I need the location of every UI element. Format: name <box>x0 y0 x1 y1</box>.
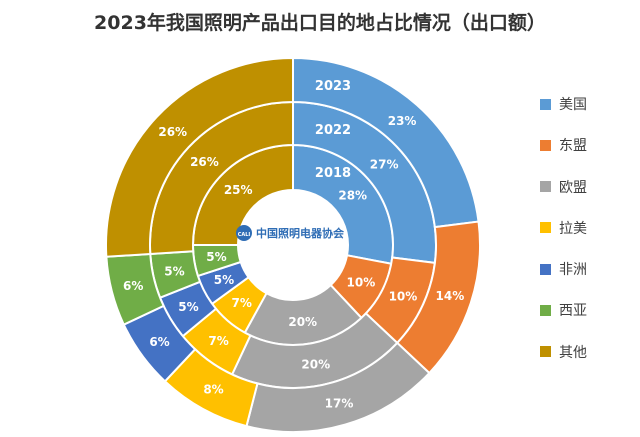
legend-label: 其他 <box>559 344 587 361</box>
logo: CALI 中国照明电器协会 <box>236 225 345 241</box>
legend-item: 美国 <box>540 92 636 116</box>
legend-swatch <box>540 181 551 193</box>
legend-item: 其他 <box>540 340 636 364</box>
legend-label: 非洲 <box>559 262 587 279</box>
data-label-2023-5: 6% <box>123 279 143 293</box>
data-label-2022-2: 20% <box>301 357 330 371</box>
data-label-2022-6: 26% <box>190 155 219 169</box>
data-label-2023-0: 23% <box>388 114 417 128</box>
legend-item: 拉美 <box>540 216 636 240</box>
legend-swatch <box>540 263 551 275</box>
ring-label-2022: 2022 <box>315 123 351 138</box>
data-label-2018-3: 7% <box>232 296 252 310</box>
legend-item: 欧盟 <box>540 175 636 199</box>
data-label-2018-5: 5% <box>206 250 226 264</box>
legend-item: 东盟 <box>540 133 636 157</box>
legend: 美国东盟欧盟拉美非洲西亚其他 <box>540 92 636 381</box>
ring-label-2023: 2023 <box>315 79 351 94</box>
data-label-2018-0: 28% <box>338 189 367 203</box>
data-label-2018-2: 20% <box>288 315 317 329</box>
legend-swatch <box>540 139 551 151</box>
ring-label-2018: 2018 <box>315 166 351 181</box>
legend-label: 东盟 <box>559 138 587 155</box>
slice-2023-6 <box>105 56 294 258</box>
data-label-2018-1: 10% <box>347 275 376 289</box>
logo-mark-text: CALI <box>238 232 251 238</box>
data-label-2023-6: 26% <box>158 125 187 139</box>
data-label-2022-4: 5% <box>178 300 198 314</box>
legend-label: 西亚 <box>559 303 587 320</box>
data-label-2018-6: 25% <box>224 183 253 197</box>
legend-label: 欧盟 <box>559 179 587 196</box>
chart-title: 2023年我国照明产品出口目的地占比情况（出口额） <box>94 12 546 34</box>
legend-item: 非洲 <box>540 257 636 281</box>
legend-swatch <box>540 346 551 358</box>
logo-text: 中国照明电器协会 <box>256 226 345 240</box>
data-label-2022-3: 7% <box>208 334 228 348</box>
data-label-2022-5: 5% <box>164 265 184 279</box>
data-label-2023-4: 6% <box>149 335 169 349</box>
data-label-2022-1: 10% <box>389 290 418 304</box>
data-label-2023-1: 14% <box>436 289 465 303</box>
legend-swatch <box>540 222 551 234</box>
data-label-2023-3: 8% <box>203 383 223 397</box>
data-label-2018-4: 5% <box>214 273 234 287</box>
legend-swatch <box>540 304 551 316</box>
logo-mark-icon <box>236 225 252 241</box>
data-label-2023-2: 17% <box>325 396 354 410</box>
legend-label: 拉美 <box>559 220 587 237</box>
data-label-2022-0: 27% <box>370 158 399 172</box>
legend-swatch <box>540 98 551 110</box>
legend-label: 美国 <box>559 97 587 113</box>
legend-item: 西亚 <box>540 298 636 322</box>
